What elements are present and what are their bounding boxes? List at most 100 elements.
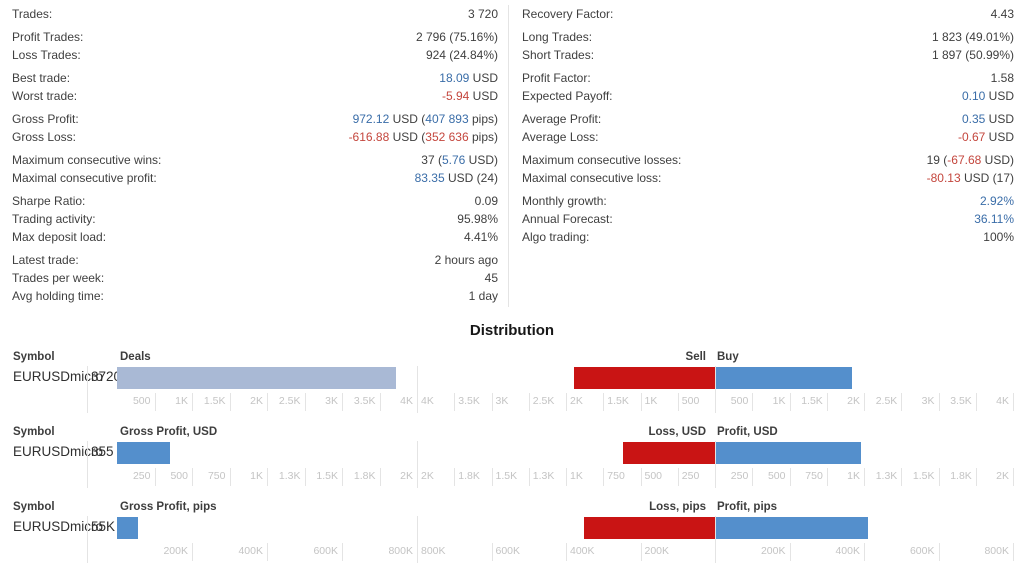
symbol-count-divider [87, 366, 88, 413]
axis-tick [192, 393, 193, 411]
distribution-title: Distribution [469, 322, 555, 339]
stat-value: 100% [983, 228, 1014, 246]
stat-row-trading-activity: Trading activity: 95.98% [12, 210, 498, 228]
stat-value-segment: USD [985, 130, 1014, 144]
left-chart-end-gridline [417, 516, 418, 563]
symbol-count: 55K [91, 519, 116, 534]
stat-row-max-deposit-load: Max deposit load: 4.41% [12, 228, 498, 246]
stat-value: 45 [485, 269, 498, 287]
axis-tick [379, 468, 381, 486]
stat-value: 2 hours ago [435, 251, 498, 269]
symbol-name: EURUSDmicro [13, 444, 104, 459]
symbol-count-divider [87, 516, 88, 563]
symbol-count: 3720 [91, 369, 122, 384]
stat-label: Sharpe Ratio: [12, 194, 86, 208]
axis-tick [267, 393, 268, 411]
stat-value-segment: 0.10 [961, 89, 986, 103]
stat-row-recovery-factor: Recovery Factor: 4.43 [522, 5, 1014, 23]
symbol-name: EURUSDmicro [13, 369, 104, 384]
axis-tick [229, 468, 231, 486]
axis-tick-label: 800K [984, 545, 1009, 557]
axis-tick-label: 4K [400, 395, 413, 407]
axis-tick-label: 250 [681, 470, 700, 482]
stat-value-segment: 83.35 [414, 171, 445, 185]
sell-bar [583, 517, 715, 539]
stat-label: Maximal consecutive loss: [522, 171, 662, 185]
axis-tick [1013, 543, 1014, 561]
stat-label: Long Trades: [522, 30, 593, 44]
buy-bar [716, 442, 861, 464]
stat-label: Average Profit: [522, 112, 602, 126]
stat-label: Expected Payoff: [522, 89, 613, 103]
stat-group: Sharpe Ratio: 0.09 Trading activity: 95.98%… [12, 192, 498, 246]
stat-value-segment: -616.88 [348, 130, 390, 144]
stat-value-segment: 1 897 (50.99%) [931, 48, 1014, 62]
stat-value-segment: USD [469, 71, 498, 85]
axis-tick-label: 400K [238, 545, 263, 557]
axis-tick-label: 250 [132, 470, 151, 482]
axis-tick-label: 1.5K [203, 395, 226, 407]
axis-tick [938, 468, 940, 486]
axis-tick [192, 543, 193, 561]
stat-group: Average Profit: 0.35 USD Average Loss: -0.6… [522, 110, 1014, 146]
stat-value: 3 720 [468, 5, 498, 23]
stat-row-loss-trades: Loss Trades: 924 (24.84%) [12, 46, 498, 64]
stat-row-expected-payoff: Expected Payoff: 0.10 USD [522, 87, 1014, 105]
axis-tick-label: 750 [207, 470, 226, 482]
buy-header: Profit, pips [717, 501, 778, 513]
axis-tick-label: 1K [250, 470, 263, 482]
axis-tick [864, 468, 865, 486]
axis-tick [454, 393, 456, 411]
distribution-row-2: Symbol Gross Profit, pips Loss, pips Profit… [0, 499, 1024, 574]
stat-row-short-trades: Short Trades: 1 897 (50.99%) [522, 46, 1014, 64]
stat-value: 0.35 USD [962, 110, 1014, 128]
stat-value: 37 (5.76 USD) [421, 151, 498, 169]
axis-tick [640, 543, 642, 561]
axis-tick-label: 3.5K [950, 395, 972, 407]
axis-tick [752, 393, 754, 411]
stat-value: 2 796 (75.16%) [416, 28, 498, 46]
axis-tick [603, 393, 605, 411]
stat-value: -616.88 USD (352 636 pips) [349, 128, 498, 146]
axis-tick [491, 393, 493, 411]
axis-tick [789, 468, 791, 486]
left-chart-end-gridline [417, 441, 418, 488]
stat-value: 4.41% [464, 228, 498, 246]
axis-tick-label: 4K [996, 395, 1009, 407]
stat-row-algo-trading: Algo trading: 100% [522, 228, 1014, 246]
stat-row-maximum-consecutive-wins: Maximum consecutive wins: 37 (5.76 USD) [12, 151, 498, 169]
stat-group: Trades: 3 720 [12, 5, 498, 23]
stat-label: Worst trade: [12, 89, 78, 103]
stat-label: Maximal consecutive profit: [12, 171, 157, 185]
stat-label: Algo trading: [522, 230, 590, 244]
stat-label: Gross Loss: [12, 130, 77, 144]
stat-value-segment: 407 893 [425, 112, 469, 126]
stat-value-segment: 5.76 [441, 153, 466, 167]
stat-value-segment: 4.41% [463, 230, 498, 244]
stat-value: 36.11% [974, 210, 1014, 228]
axis-tick-label: 200K [760, 545, 786, 557]
stat-row-maximal-consecutive-loss: Maximal consecutive loss: -80.13 USD (17) [522, 169, 1014, 187]
stat-value: -80.13 USD (17) [927, 169, 1014, 187]
stat-value-segment: 2 hours ago [434, 253, 498, 267]
buy-header: Profit, USD [717, 426, 778, 438]
symbol-count: 355 [91, 444, 114, 459]
axis-tick [1013, 393, 1014, 411]
axis-tick-label: 2K [847, 395, 860, 407]
stat-row-long-trades: Long Trades: 1 823 (49.01%) [522, 28, 1014, 46]
axis-tick-label: 1K [570, 470, 583, 482]
axis-tick-label: 3K [325, 395, 338, 407]
axis-tick [192, 468, 193, 486]
stat-row-trades-per-week: Trades per week: 45 [12, 269, 498, 287]
stat-group: Latest trade: 2 hours ago Trades per week:… [12, 251, 498, 305]
distribution-row-1: Symbol Gross Profit, USD Loss, USD Profit, … [0, 424, 1024, 499]
stat-value: 0.10 USD [962, 87, 1014, 105]
stat-label: Profit Trades: [12, 30, 84, 44]
stat-value: 4.43 [991, 5, 1014, 23]
axis-tick-label: 200K [163, 545, 188, 557]
axis-tick [229, 393, 231, 411]
axis-tick-label: 2K [400, 470, 413, 482]
axis-tick [752, 468, 754, 486]
stat-label: Trades: [12, 7, 53, 21]
stat-label: Trades per week: [12, 271, 105, 285]
